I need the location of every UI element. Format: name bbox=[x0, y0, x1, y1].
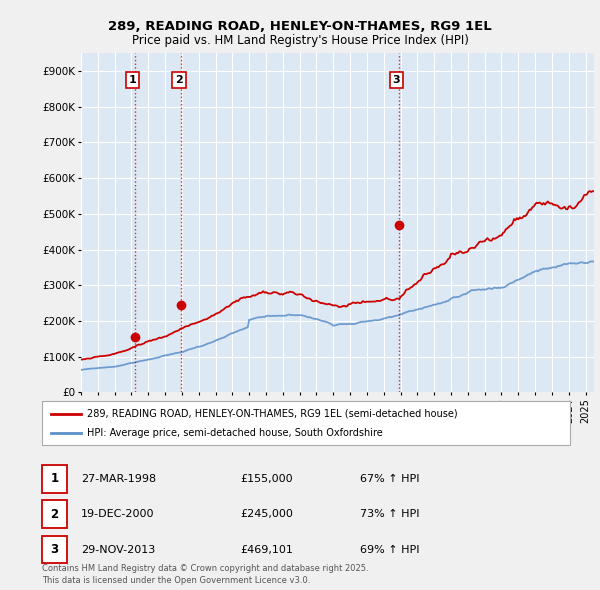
Text: 289, READING ROAD, HENLEY-ON-THAMES, RG9 1EL: 289, READING ROAD, HENLEY-ON-THAMES, RG9… bbox=[108, 20, 492, 33]
Text: 67% ↑ HPI: 67% ↑ HPI bbox=[360, 474, 419, 484]
Text: 3: 3 bbox=[50, 543, 59, 556]
Text: 1: 1 bbox=[129, 76, 137, 85]
Text: 3: 3 bbox=[393, 76, 400, 85]
Text: £469,101: £469,101 bbox=[240, 545, 293, 555]
Text: 29-NOV-2013: 29-NOV-2013 bbox=[81, 545, 155, 555]
Text: HPI: Average price, semi-detached house, South Oxfordshire: HPI: Average price, semi-detached house,… bbox=[87, 428, 383, 438]
Text: Contains HM Land Registry data © Crown copyright and database right 2025.
This d: Contains HM Land Registry data © Crown c… bbox=[42, 564, 368, 585]
Text: 19-DEC-2000: 19-DEC-2000 bbox=[81, 509, 155, 519]
Text: 27-MAR-1998: 27-MAR-1998 bbox=[81, 474, 156, 484]
Text: 1: 1 bbox=[50, 473, 59, 486]
Text: Price paid vs. HM Land Registry's House Price Index (HPI): Price paid vs. HM Land Registry's House … bbox=[131, 34, 469, 47]
Text: 69% ↑ HPI: 69% ↑ HPI bbox=[360, 545, 419, 555]
Text: 289, READING ROAD, HENLEY-ON-THAMES, RG9 1EL (semi-detached house): 289, READING ROAD, HENLEY-ON-THAMES, RG9… bbox=[87, 409, 458, 418]
Text: 73% ↑ HPI: 73% ↑ HPI bbox=[360, 509, 419, 519]
Text: £245,000: £245,000 bbox=[240, 509, 293, 519]
Text: 2: 2 bbox=[50, 508, 59, 521]
Text: 2: 2 bbox=[175, 76, 183, 85]
Text: £155,000: £155,000 bbox=[240, 474, 293, 484]
